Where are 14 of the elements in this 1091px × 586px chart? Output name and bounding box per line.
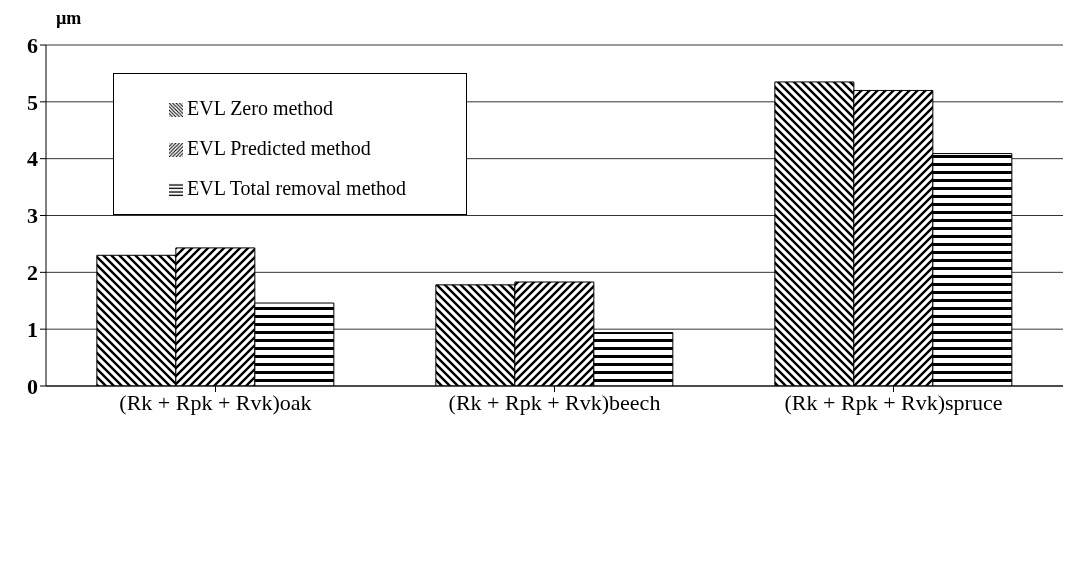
y-tick-label: 6	[27, 32, 38, 58]
legend-label: EVL Predicted method	[187, 137, 371, 159]
x-tick-label: (Rk + Rpk + Rvk)spruce	[784, 389, 1003, 415]
y-tick-label: 2	[27, 260, 38, 286]
legend-label: EVL Total removal method	[187, 177, 407, 199]
y-tick-label: 0	[27, 373, 38, 399]
x-tick-label: (Rk + Rpk + Rvk)beech	[448, 389, 661, 415]
x-tick-label: (Rk + Rpk + Rvk)oak	[119, 389, 312, 415]
y-tick-label: 3	[27, 203, 38, 229]
y-tick-label: 4	[27, 146, 38, 172]
legend-label: EVL Zero method	[187, 97, 333, 119]
y-tick-label: 5	[27, 89, 38, 115]
y-axis-title: µm	[56, 8, 82, 29]
y-tick-label: 1	[27, 316, 38, 342]
